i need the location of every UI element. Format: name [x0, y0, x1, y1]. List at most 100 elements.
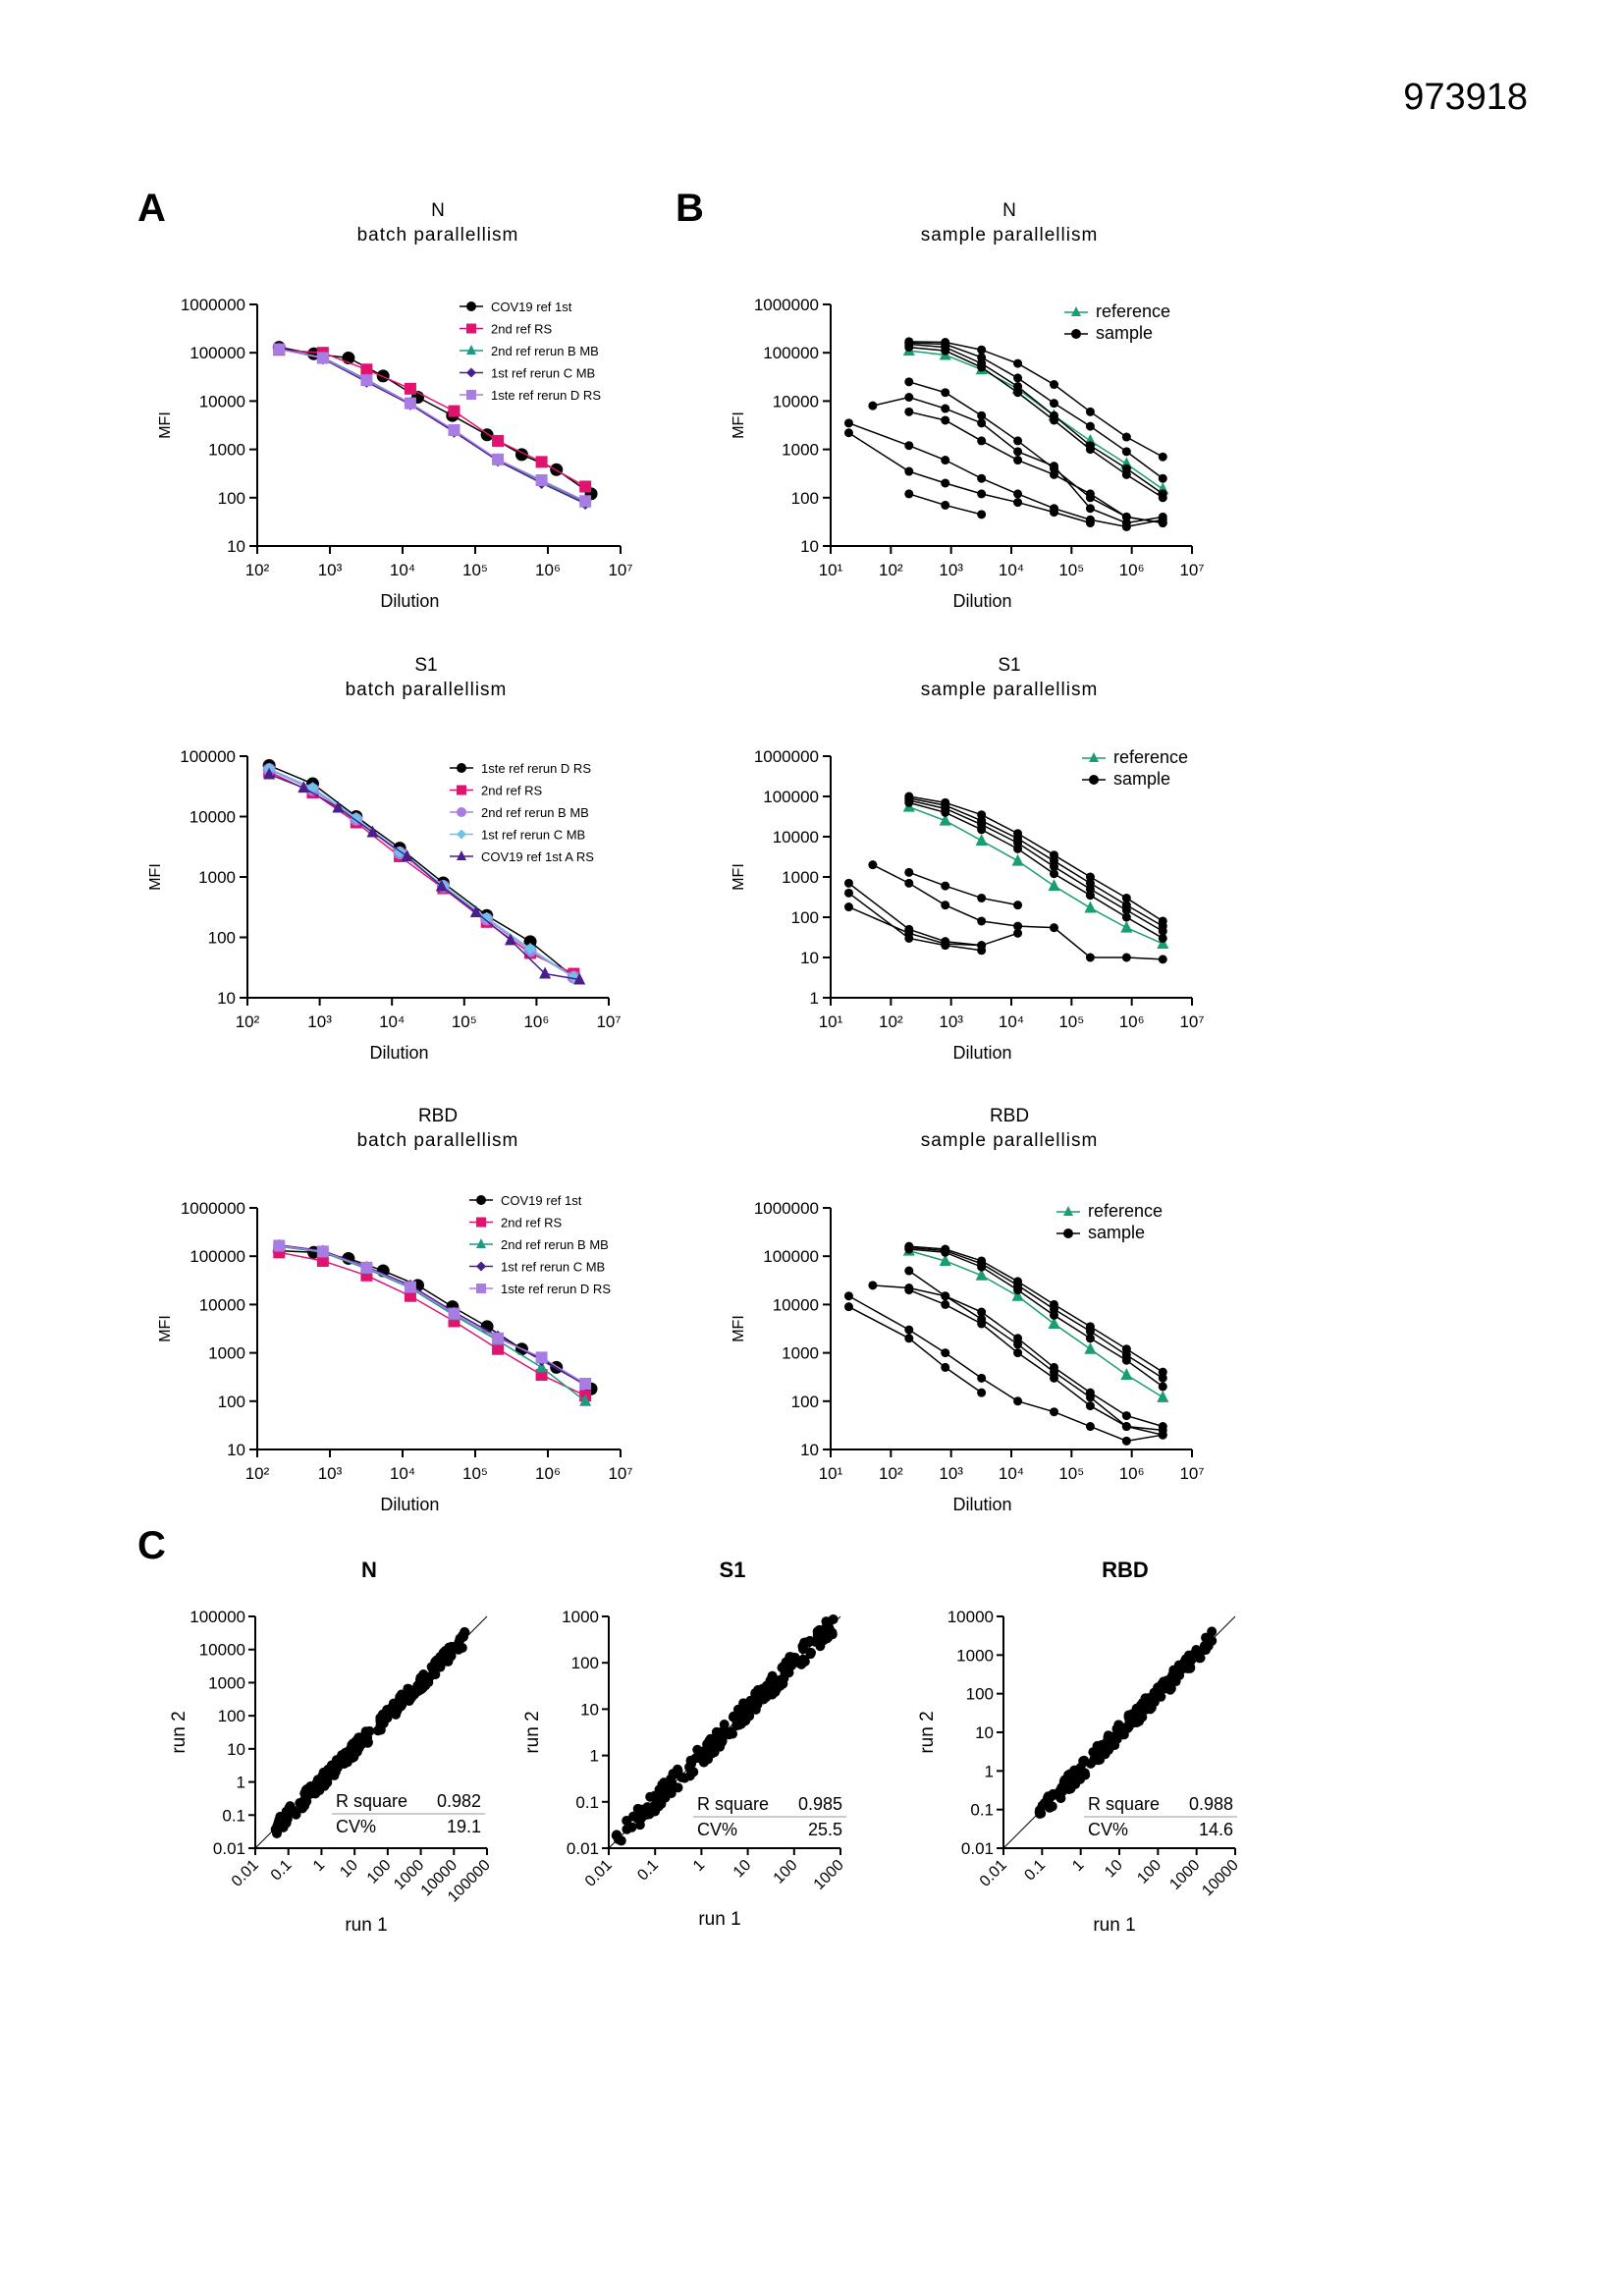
data-point [579, 1394, 592, 1406]
scatter-point [774, 1675, 785, 1686]
x-tick-label: 10⁵ [1058, 561, 1084, 579]
y-tick-label: 100000 [763, 788, 819, 806]
data-point [941, 346, 950, 355]
series-reference [902, 799, 1169, 949]
y-axis-label: MFI [731, 863, 747, 891]
data-point [941, 404, 950, 413]
data-point [977, 1373, 987, 1383]
y-tick-label: 10 [580, 1700, 599, 1719]
x-tick-label: 10⁷ [1179, 561, 1204, 579]
data-point [941, 1291, 950, 1301]
scatter-point [1104, 1743, 1114, 1754]
data-point [1013, 388, 1023, 398]
series-line [279, 349, 586, 488]
y-tick-label: 100 [218, 1393, 245, 1411]
chart-subtitle: sample parallellism [921, 680, 1099, 700]
data-point [904, 1334, 914, 1343]
scatter-point [616, 1835, 626, 1846]
x-axis-label: Dilution [370, 1043, 429, 1063]
data-point [1013, 901, 1023, 910]
y-tick-label: 1000000 [754, 747, 819, 766]
data-point [941, 1348, 950, 1358]
series-sample-6 [868, 393, 1167, 528]
chart-title: S1 [998, 655, 1020, 676]
legend-marker [466, 323, 476, 334]
chart-title: S1 [720, 1558, 746, 1582]
x-tick-label: 10² [245, 561, 270, 579]
data-point [843, 888, 853, 898]
data-point [941, 939, 950, 949]
y-tick-label: 0.1 [575, 1793, 599, 1812]
data-point [1050, 1310, 1059, 1320]
x-tick-label: 10⁷ [608, 1464, 632, 1483]
scatter-point [323, 1764, 334, 1775]
data-point [1013, 489, 1023, 499]
scatter-point [650, 1800, 661, 1811]
x-tick-label: 10⁵ [462, 561, 488, 579]
data-point [579, 480, 592, 493]
y-axis-label: MFI [157, 1315, 174, 1342]
series-line [908, 350, 1164, 490]
y-tick-label: 1000 [782, 441, 819, 460]
data-point [977, 1319, 987, 1329]
x-tick-label: 10⁶ [535, 561, 561, 579]
legend-marker [476, 1217, 486, 1228]
y-tick-label: 100 [218, 489, 245, 508]
data-point [1085, 884, 1095, 894]
legend-label: sample [1113, 769, 1170, 789]
series-sample-10 [904, 489, 987, 519]
y-tick-label: 100000 [189, 344, 245, 362]
x-tick-label: 10 [1102, 1857, 1126, 1882]
y-tick-label: 10 [975, 1723, 994, 1742]
series-line [872, 1285, 1164, 1436]
chart-subtitle: sample parallellism [921, 1130, 1099, 1151]
scatter-point [1123, 1712, 1134, 1722]
scatter-point [797, 1641, 808, 1652]
series-reference [902, 1243, 1169, 1402]
scatter-point [1191, 1650, 1202, 1661]
legend-marker [466, 301, 476, 311]
legend-marker [1089, 775, 1099, 785]
data-point [843, 902, 853, 912]
data-point [868, 1281, 878, 1290]
data-point [904, 393, 914, 403]
legend-marker [457, 785, 466, 795]
y-tick-label: 1000000 [754, 1199, 819, 1218]
series-line [279, 1245, 586, 1402]
data-point [535, 1360, 548, 1373]
series-line [908, 799, 1164, 932]
y-tick-label: 1000 [562, 1608, 599, 1626]
data-point [492, 1342, 505, 1355]
y-tick-label: 10000 [773, 1295, 819, 1314]
y-tick-label: 0.01 [961, 1839, 994, 1858]
series-line [279, 1251, 586, 1396]
data-point [977, 473, 987, 483]
scatter-point [378, 1718, 389, 1728]
scatter-point [342, 1757, 352, 1768]
series-line [908, 410, 1164, 524]
scatter-point [1131, 1716, 1142, 1726]
x-axis-label: run 1 [1093, 1915, 1135, 1936]
series-line [908, 1245, 1164, 1373]
data-point [448, 405, 460, 417]
scatter-point [404, 1684, 414, 1695]
cv-value: 14.6 [1199, 1820, 1233, 1839]
legend-marker [476, 1261, 486, 1272]
scatter-point [1167, 1674, 1178, 1685]
data-point [941, 901, 950, 910]
data-point [1013, 447, 1023, 457]
data-point [1011, 853, 1024, 866]
x-tick-label: 10⁷ [1179, 1464, 1204, 1483]
legend-marker [1089, 752, 1099, 762]
data-point [977, 510, 987, 519]
scatter-point [709, 1740, 720, 1751]
legend-label: 1st ref rerun C MB [481, 828, 585, 843]
scatter-point [455, 1633, 465, 1644]
y-tick-label: 100 [791, 489, 819, 508]
scatter-point [1184, 1659, 1195, 1669]
series-line [908, 343, 1164, 495]
scatter-point [1174, 1660, 1185, 1670]
data-point [1050, 380, 1059, 390]
series-line [848, 882, 982, 947]
